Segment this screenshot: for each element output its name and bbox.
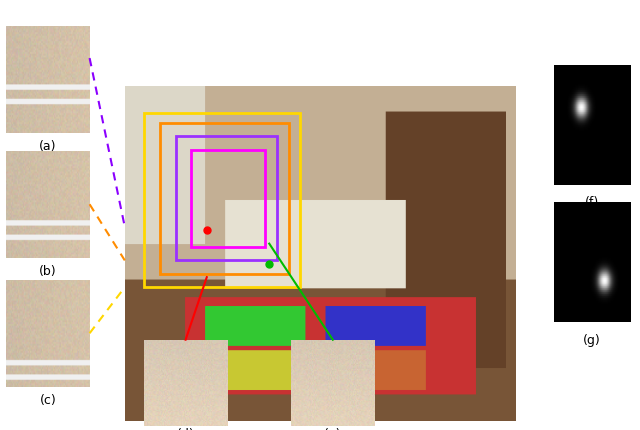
Title: (g): (g) bbox=[583, 334, 601, 347]
Title: (a): (a) bbox=[39, 140, 57, 153]
Bar bbox=[160, 123, 289, 274]
Title: (f): (f) bbox=[585, 196, 599, 209]
Bar bbox=[175, 136, 277, 261]
Bar bbox=[191, 150, 266, 247]
Title: (d): (d) bbox=[177, 428, 195, 430]
Bar bbox=[145, 113, 301, 287]
Title: (b): (b) bbox=[39, 264, 57, 278]
Title: (c): (c) bbox=[40, 393, 56, 407]
Title: (e): (e) bbox=[324, 428, 342, 430]
